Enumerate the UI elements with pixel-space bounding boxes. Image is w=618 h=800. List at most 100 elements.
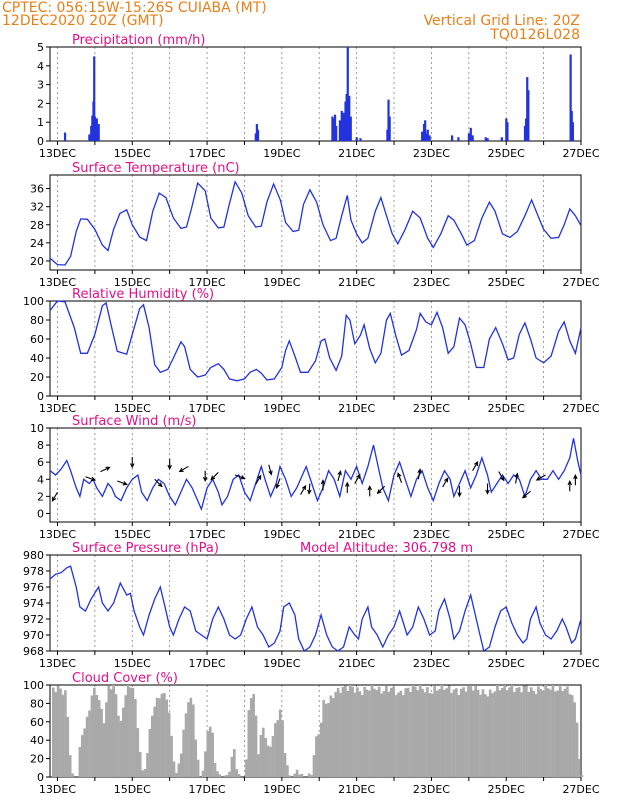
cloud-bar [578,758,581,777]
cloud-bar [522,685,526,777]
cloud-bar [409,691,412,777]
wind-arrow-shaft [308,483,311,494]
x-tick-label: 27DEC [562,657,599,670]
cloud-bar [56,685,60,777]
wind-arrow-head [301,484,307,491]
cloud-bar [476,689,480,777]
precip-bar [421,131,424,141]
x-tick-label: 21DEC [338,783,375,796]
panel-5: 968 970 972 974 976 978 980 13DEC 15DEC 17DEC 19DE… [23,541,600,670]
precip-bar [457,137,460,141]
y-tick-label: 60 [30,716,44,729]
wind-arrow-head [417,468,422,474]
cloud-bar [469,686,473,777]
panel-annotation: Model Altitude: 306.798 m [300,541,473,556]
wind-arrow-shaft [154,478,163,487]
cloud-bar [399,690,403,777]
cloud-bar [375,690,379,777]
cloud-bar [324,703,328,777]
header-grid-note: Vertical Grid Line: 20Z [423,13,580,29]
cloud-bar [121,707,125,777]
y-tick-label: 100 [23,295,44,308]
cloud-bar [100,708,103,777]
cloud-bar [109,689,113,777]
cloud-bar [573,702,576,777]
cloud-bar [54,692,58,777]
x-tick-label: 19DEC [263,657,300,670]
header-model-code: TQ0126L028 [490,27,580,43]
x-tick-label: 27DEC [562,528,599,541]
cloud-bar [211,732,214,777]
cloud-bar [90,695,94,777]
cloud-bar [102,723,106,777]
cloud-bar [443,689,446,777]
cloud-bar [97,700,101,777]
cloud-bar [344,685,347,777]
panel-title: Precipitation (mm/h) [72,33,205,48]
cloud-bar [288,775,292,777]
cloud-bar [382,691,386,777]
cloud-bar [341,686,345,777]
cloud-bar [462,687,465,777]
cloud-bar [78,747,82,777]
precip-bar [93,56,96,141]
cloud-bar [129,687,132,777]
cloud-bar [373,688,376,777]
wind-arrow-head [397,472,402,478]
y-tick-label: 4 [37,60,44,73]
y-tick-label: 2 [37,490,44,503]
x-tick-label: 17DEC [189,528,226,541]
panel-title: Surface Pressure (hPa) [72,541,219,556]
y-tick-label: 1 [37,116,44,129]
precip-bar [422,124,426,141]
cloud-bar [165,699,169,777]
cloud-bar [187,702,190,777]
cloud-bar [401,695,405,777]
x-tick-label: 23DEC [413,147,450,160]
cloud-bar [59,688,62,777]
precip-bar [340,110,343,141]
y-tick-label: 6 [37,456,44,469]
precip-bar [426,129,429,141]
cloud-bar [423,692,427,777]
cloud-bar [467,685,470,777]
cloud-bar [281,720,284,777]
wind-arrow-head [257,474,262,480]
cloud-bar [196,759,200,777]
panel-4: 0 2 4 6 8 10 13DEC 15DEC 17DEC 19DEC 21DEC 23DEC 25D… [30,414,600,541]
cloud-bar [153,706,156,777]
precip-bar [424,120,427,141]
y-tick-label: 3 [37,79,44,92]
x-tick-label: 25DEC [488,276,525,289]
precip-bar [342,112,345,141]
precip-bar [88,134,91,141]
cloud-bar [317,734,321,777]
precip-bar [331,116,334,141]
wind-arrow-head [105,466,111,471]
wind-arrow-head [367,485,372,491]
cloud-bar [71,773,74,777]
x-tick-label: 17DEC [189,276,226,289]
precip-bar [471,135,474,141]
y-tick-label: 20 [30,255,44,268]
cloud-bar [464,691,468,777]
cloud-bar [88,710,91,777]
cloud-bar [216,771,219,777]
precip-bar [469,127,472,141]
wind-arrow-head [345,481,350,487]
cloud-bar [249,698,253,777]
cloud-bar [266,745,270,777]
cloud-bar [563,688,567,777]
cloud-bar [66,716,70,777]
cloud-bar [549,689,552,777]
x-tick-label: 19DEC [263,528,300,541]
precip-bar [525,118,528,141]
cloud-bar [105,702,108,777]
cloud-bar [529,687,533,777]
cloud-bar [201,770,205,777]
plot-frame [49,46,582,142]
wind-arrow-head [122,481,128,486]
y-tick-label: 974 [23,597,44,610]
wind-arrow-head [485,489,490,495]
cloud-bar [230,756,234,777]
